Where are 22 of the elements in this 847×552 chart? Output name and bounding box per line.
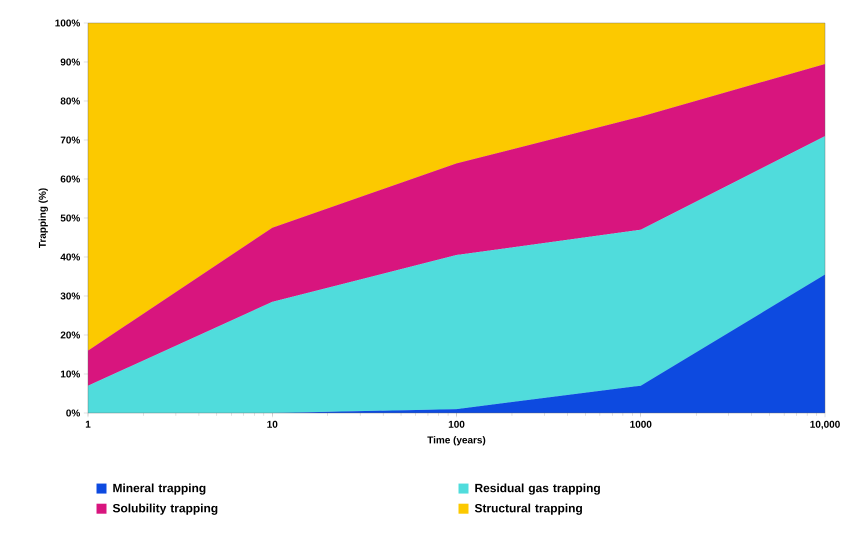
legend-label: Solubility trapping — [112, 504, 218, 515]
legend-label: Structural trapping — [474, 504, 582, 515]
y-tick-label: 10% — [60, 370, 80, 378]
x-tick-label: 1000 — [630, 420, 652, 428]
y-tick-label: 80% — [60, 97, 80, 105]
x-tick-label: 10,000 — [810, 420, 840, 430]
x-axis-title: Time (years) — [427, 436, 486, 446]
x-tick-label: 1 — [86, 420, 90, 428]
y-tick-label: 0% — [66, 409, 80, 417]
y-tick-label: 30% — [60, 292, 80, 300]
y-axis-title: Trapping (%) — [38, 188, 48, 248]
legend-label: Mineral trapping — [113, 483, 206, 495]
y-tick-label: 70% — [60, 136, 80, 144]
y-tick-label: 90% — [60, 58, 80, 66]
x-tick-label: 10 — [267, 420, 278, 428]
y-tick-label: 50% — [60, 214, 80, 222]
legend-label: Residual gas trapping — [475, 483, 600, 495]
y-tick-label: 40% — [60, 253, 80, 261]
x-tick-label: 100 — [448, 420, 464, 428]
y-tick-label: 20% — [60, 331, 80, 339]
y-tick-label: 100% — [55, 19, 80, 27]
y-tick-label: 60% — [60, 175, 80, 183]
